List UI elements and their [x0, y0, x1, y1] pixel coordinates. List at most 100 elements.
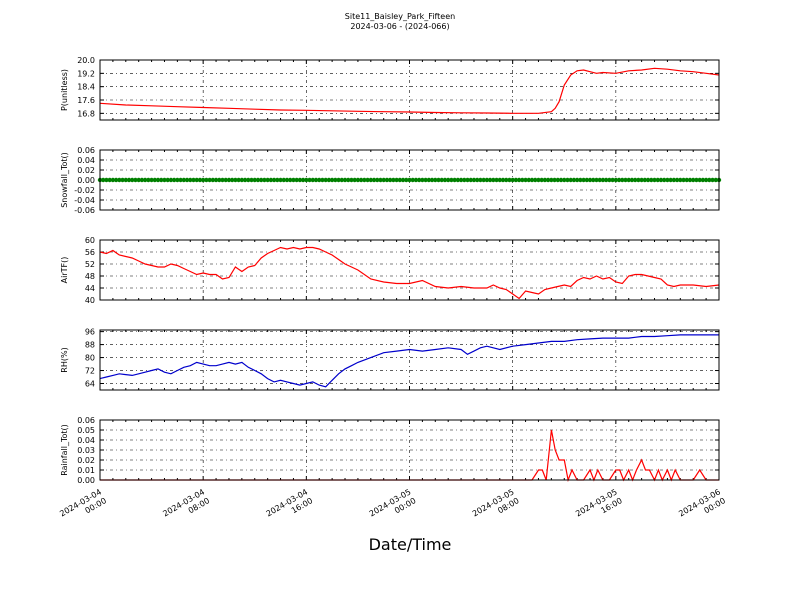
data-point [288, 177, 293, 183]
data-point [462, 177, 467, 183]
series-line [99, 246, 720, 300]
data-point [484, 177, 490, 183]
data-point [291, 177, 296, 183]
data-point [442, 177, 448, 183]
data-point [555, 177, 561, 183]
data-point [523, 177, 528, 183]
data-point [658, 177, 664, 183]
panels: 16.817.618.419.220.0P(unitless)-0.06-0.0… [60, 56, 722, 485]
data-point [355, 177, 361, 183]
data-point [678, 177, 683, 183]
data-point [130, 177, 135, 183]
data-point [616, 177, 622, 183]
y-tick-label: 18.4 [77, 83, 95, 92]
data-point [500, 177, 506, 183]
data-point [620, 177, 625, 183]
data-point [171, 177, 177, 183]
x-axis-label: Date/Time [369, 535, 452, 554]
data-point [317, 177, 322, 183]
data-point [632, 177, 638, 183]
data-point [491, 177, 496, 183]
data-point [236, 177, 241, 183]
data-point [123, 177, 128, 183]
data-point [194, 177, 199, 183]
data-point [591, 177, 596, 183]
data-point [281, 177, 286, 183]
data-point [101, 177, 106, 183]
data-point [197, 177, 203, 183]
data-point [381, 177, 386, 183]
data-point [504, 177, 509, 183]
data-point [249, 177, 254, 183]
series-line [100, 429, 719, 483]
data-point [168, 177, 174, 183]
panel-3: 40 44 48 52 56 60 AirTF() [60, 236, 720, 305]
y-tick-label: 17.6 [77, 96, 95, 105]
plot-frame [99, 329, 720, 391]
data-point [400, 177, 406, 183]
y-tick-label: 88 [85, 341, 95, 350]
y-tick-label: 0.04 [77, 156, 95, 165]
data-point [258, 177, 264, 183]
y-axis-label: RH(%) [60, 347, 69, 372]
data-point [433, 177, 438, 183]
data-point [471, 177, 477, 183]
data-point [252, 177, 257, 183]
data-point [429, 177, 435, 183]
data-point [210, 177, 216, 183]
data-point [136, 177, 141, 183]
data-point [133, 177, 138, 183]
data-point [513, 177, 519, 183]
data-point [375, 177, 380, 183]
data-point [568, 177, 573, 183]
data-point [481, 177, 486, 183]
data-point [394, 177, 399, 183]
data-point [378, 177, 383, 183]
data-point [545, 177, 551, 183]
data-point [639, 177, 644, 183]
data-point [213, 177, 219, 183]
data-point [458, 177, 464, 183]
data-point [465, 177, 470, 183]
data-point [262, 177, 267, 183]
data-point [233, 177, 238, 183]
data-point [687, 177, 693, 183]
data-point [113, 177, 119, 183]
y-tick-label: -0.06 [74, 206, 95, 215]
data-point [468, 177, 473, 183]
y-tick-label: 0.01 [77, 466, 95, 475]
data-point [104, 177, 109, 183]
data-point [346, 177, 351, 183]
data-point [365, 177, 370, 183]
data-point [681, 177, 686, 183]
data-point [475, 177, 480, 183]
data-point [268, 177, 274, 183]
data-point [217, 177, 222, 183]
data-point [423, 177, 428, 183]
plot-frame [99, 419, 720, 481]
data-point [120, 177, 125, 183]
data-point [223, 177, 228, 183]
y-tick-label: 0.00 [77, 176, 95, 185]
data-point [397, 177, 403, 183]
data-point [188, 177, 193, 183]
data-point [175, 177, 180, 183]
data-point [139, 177, 145, 183]
data-point [416, 177, 422, 183]
data-point [278, 177, 283, 183]
data-point [578, 177, 583, 183]
data-point [478, 177, 483, 183]
data-point [226, 177, 232, 183]
panel-4: 64 72 80 88 96 RH(%) [60, 328, 720, 391]
y-axis-label: P(unitless) [60, 69, 69, 111]
data-point [149, 177, 154, 183]
data-point [162, 177, 167, 183]
data-point [436, 177, 441, 183]
data-point [526, 177, 531, 183]
data-point [661, 177, 667, 183]
data-point [649, 177, 654, 183]
